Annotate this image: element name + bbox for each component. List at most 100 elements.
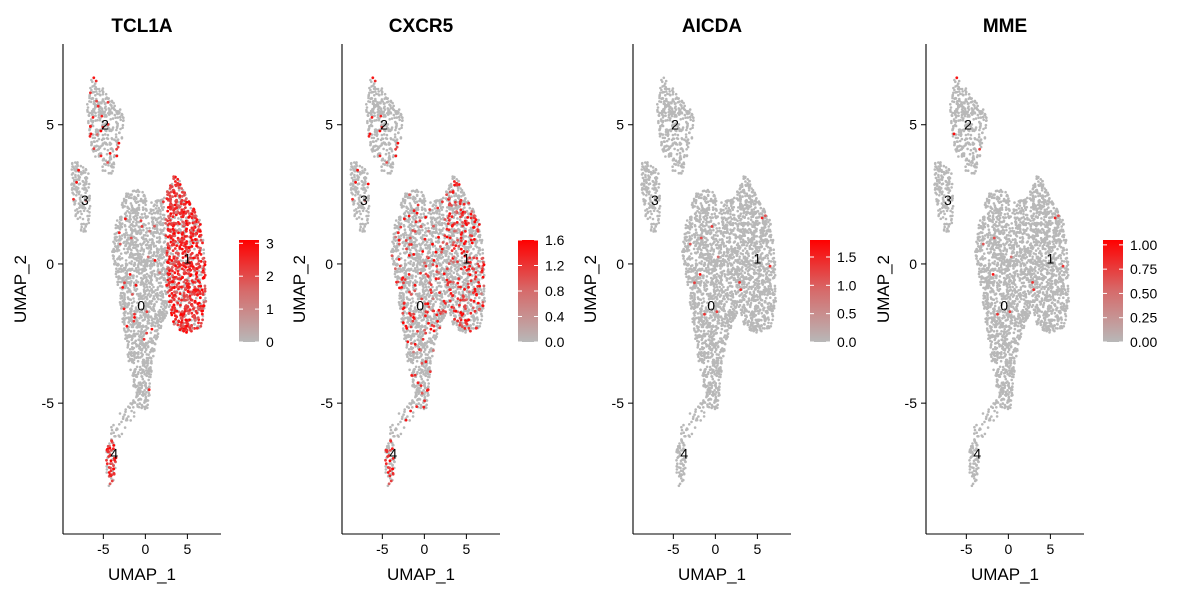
cell-point bbox=[151, 238, 154, 241]
cell-point bbox=[469, 207, 472, 210]
cell-point bbox=[134, 209, 137, 212]
cell-point bbox=[111, 138, 114, 141]
cell-point-expressing bbox=[196, 254, 199, 257]
cell-point bbox=[132, 399, 135, 402]
cell-point bbox=[99, 94, 102, 97]
cell-point bbox=[435, 237, 438, 240]
cell-point bbox=[411, 334, 414, 337]
cell-point-expressing bbox=[175, 201, 178, 204]
cell-point bbox=[87, 218, 90, 221]
cell-point bbox=[145, 367, 148, 370]
cell-point bbox=[71, 188, 74, 191]
cell-point-expressing bbox=[201, 242, 204, 245]
cell-point bbox=[87, 186, 90, 189]
cell-point bbox=[424, 278, 427, 281]
cell-point-expressing bbox=[176, 178, 179, 181]
cell-point bbox=[401, 206, 404, 209]
panel-title-cxcr5: CXCR5 bbox=[389, 16, 454, 37]
cell-point bbox=[398, 228, 401, 231]
cell-point-expressing bbox=[199, 223, 202, 226]
cell-point bbox=[163, 309, 166, 312]
cell-point bbox=[133, 411, 136, 414]
cell-point bbox=[395, 250, 398, 253]
cell-point bbox=[79, 210, 82, 213]
cell-point bbox=[114, 236, 117, 239]
cell-point bbox=[121, 202, 124, 205]
cell-point bbox=[83, 210, 86, 213]
cell-point-expressing bbox=[170, 300, 173, 303]
cell-point-expressing bbox=[184, 235, 187, 238]
cell-point bbox=[403, 252, 406, 255]
cell-point bbox=[419, 277, 422, 280]
cell-point bbox=[430, 347, 433, 350]
cell-point-expressing bbox=[185, 222, 188, 225]
cell-point bbox=[400, 202, 403, 205]
cell-point bbox=[116, 250, 119, 253]
cell-point bbox=[141, 191, 144, 194]
cell-point bbox=[110, 130, 113, 133]
cell-point-expressing bbox=[164, 222, 167, 225]
cell-point bbox=[135, 222, 138, 225]
cell-point bbox=[112, 254, 115, 257]
cell-point bbox=[148, 370, 151, 373]
cell-point bbox=[106, 468, 109, 471]
cell-point bbox=[157, 294, 160, 297]
cell-point-expressing bbox=[204, 263, 207, 266]
cell-point-expressing bbox=[184, 245, 187, 248]
cell-point bbox=[96, 88, 99, 91]
cell-point-expressing bbox=[174, 259, 177, 262]
cell-point-expressing bbox=[75, 181, 78, 184]
cell-point bbox=[157, 258, 160, 261]
cell-point bbox=[470, 305, 473, 308]
cell-point bbox=[163, 214, 166, 217]
cell-point bbox=[412, 270, 415, 273]
cell-point bbox=[120, 217, 123, 220]
cell-point bbox=[160, 298, 163, 301]
cell-point-expressing bbox=[202, 304, 205, 307]
cell-point-expressing bbox=[187, 216, 190, 219]
cell-point bbox=[397, 268, 400, 271]
cell-point bbox=[148, 386, 151, 389]
cell-point bbox=[433, 231, 436, 234]
cell-point bbox=[426, 222, 429, 225]
cell-point-expressing bbox=[204, 287, 207, 290]
cell-point bbox=[102, 87, 105, 90]
cell-point-expressing bbox=[72, 198, 75, 201]
cell-point bbox=[145, 296, 148, 299]
cell-point bbox=[134, 401, 137, 404]
cell-point bbox=[102, 137, 105, 140]
cell-point bbox=[126, 251, 129, 254]
cell-point bbox=[428, 337, 431, 340]
cell-point bbox=[87, 106, 90, 109]
cell-point bbox=[410, 302, 413, 305]
cell-point bbox=[117, 283, 120, 286]
cell-point-expressing bbox=[167, 291, 170, 294]
cell-point bbox=[410, 223, 413, 226]
cell-point bbox=[145, 262, 148, 265]
cell-point bbox=[404, 199, 407, 202]
cell-point bbox=[74, 202, 77, 205]
cell-point bbox=[202, 248, 205, 251]
cluster-label: 2 bbox=[101, 117, 109, 133]
cell-point bbox=[123, 284, 126, 287]
cell-point bbox=[141, 404, 144, 407]
cell-point bbox=[456, 217, 459, 220]
cell-point bbox=[150, 307, 153, 310]
cell-point-expressing bbox=[194, 238, 197, 241]
cell-point bbox=[148, 227, 151, 230]
cell-point bbox=[131, 305, 134, 308]
cell-point bbox=[112, 102, 115, 105]
cell-point-expressing bbox=[95, 100, 98, 103]
cell-point bbox=[427, 319, 430, 322]
cell-point bbox=[97, 111, 100, 114]
cell-point-expressing bbox=[178, 297, 181, 300]
cell-point bbox=[414, 333, 417, 336]
cell-point bbox=[140, 368, 143, 371]
cell-point bbox=[88, 112, 91, 115]
cell-point bbox=[431, 306, 434, 309]
cell-point bbox=[177, 217, 180, 220]
cell-point bbox=[102, 93, 105, 96]
cell-point-expressing bbox=[191, 227, 194, 230]
cell-point bbox=[147, 379, 150, 382]
cell-point bbox=[406, 193, 409, 196]
